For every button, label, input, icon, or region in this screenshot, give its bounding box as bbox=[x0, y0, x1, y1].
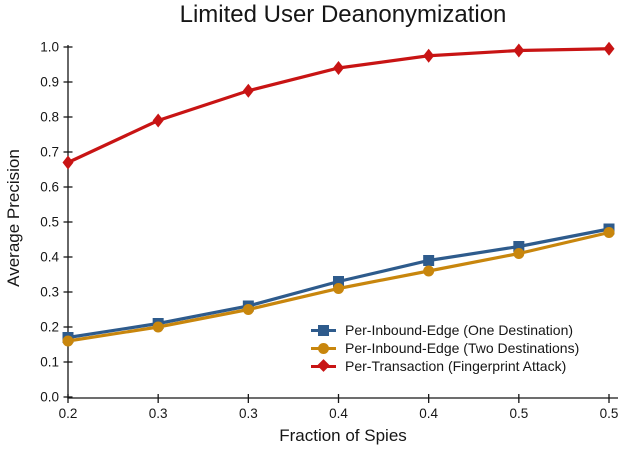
data-point-diamond bbox=[242, 83, 254, 98]
y-tick-label: 0.9 bbox=[40, 75, 59, 90]
y-tick-label: 0.5 bbox=[40, 215, 59, 230]
legend-item-per-transaction: Per-Transaction (Fingerprint Attack) bbox=[311, 357, 579, 375]
y-tick-label: 0.1 bbox=[40, 355, 59, 370]
y-tick-label: 0.0 bbox=[40, 390, 59, 405]
x-tick-label: 0.4 bbox=[329, 406, 348, 421]
chart-title: Limited User Deanonymization bbox=[179, 1, 507, 28]
x-tick-label: 0.2 bbox=[59, 406, 78, 421]
y-axis-label: Average Precision bbox=[4, 149, 23, 287]
x-tick-label: 0.5 bbox=[509, 406, 528, 421]
x-tick-label: 0.3 bbox=[239, 406, 258, 421]
y-tick-label: 0.2 bbox=[40, 320, 59, 335]
x-tick-label: 0.5 bbox=[600, 406, 619, 421]
data-point-diamond bbox=[62, 155, 74, 170]
y-tick-label: 0.3 bbox=[40, 285, 59, 300]
y-tick-label: 0.8 bbox=[40, 110, 59, 125]
x-axis-label: Fraction of Spies bbox=[279, 426, 407, 445]
data-point-circle bbox=[513, 248, 525, 259]
data-point-circle bbox=[603, 227, 615, 238]
data-point-square bbox=[333, 276, 344, 287]
data-point-diamond bbox=[423, 48, 435, 63]
data-point-circle bbox=[62, 335, 74, 347]
data-point-circle bbox=[333, 283, 344, 294]
circle-marker-icon bbox=[311, 340, 336, 356]
x-tick-label: 0.3 bbox=[149, 406, 168, 421]
y-tick-label: 0.4 bbox=[40, 250, 59, 265]
y-tick-label: 0.7 bbox=[40, 145, 59, 160]
data-point-circle bbox=[152, 321, 164, 333]
legend: Per-Inbound-Edge (One Destination) Per-I… bbox=[311, 321, 579, 375]
legend-label: Per-Inbound-Edge (Two Destinations) bbox=[345, 340, 580, 356]
y-tick-label: 0.6 bbox=[40, 180, 59, 195]
data-point-square bbox=[423, 255, 435, 266]
data-point-diamond bbox=[603, 41, 615, 56]
data-point-diamond bbox=[513, 43, 525, 58]
data-point-circle bbox=[242, 304, 254, 315]
data-point-diamond bbox=[152, 113, 164, 128]
x-tick-label: 0.4 bbox=[419, 406, 438, 421]
legend-item-per-inbound-edge-one: Per-Inbound-Edge (One Destination) bbox=[311, 321, 579, 339]
legend-label: Per-Inbound-Edge (One Destination) bbox=[345, 322, 574, 338]
diamond-marker-icon bbox=[311, 358, 336, 374]
data-point-square bbox=[513, 241, 525, 252]
y-tick-label: 1.0 bbox=[40, 40, 59, 55]
legend-label: Per-Transaction (Fingerprint Attack) bbox=[345, 358, 567, 374]
data-point-circle bbox=[423, 265, 435, 277]
legend-item-per-inbound-edge-two: Per-Inbound-Edge (Two Destinations) bbox=[311, 339, 579, 357]
square-marker-icon bbox=[311, 322, 336, 338]
data-point-diamond bbox=[333, 61, 344, 75]
